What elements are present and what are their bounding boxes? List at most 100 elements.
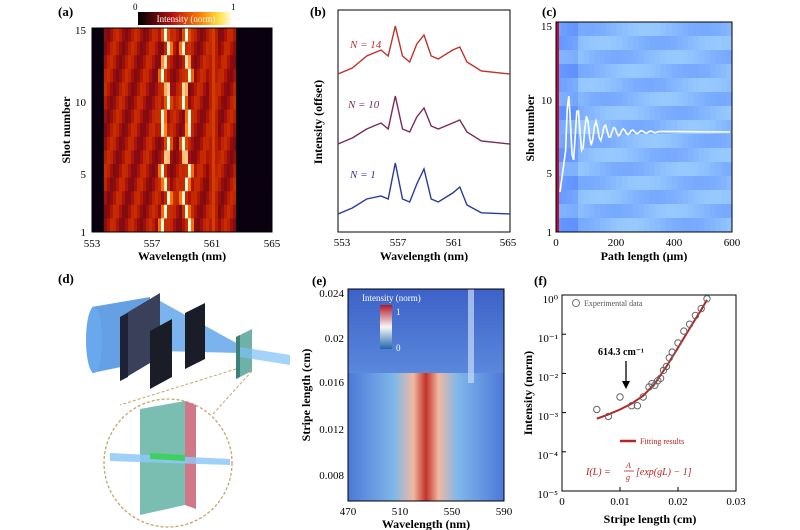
panel-e-cbar-min: 0 — [396, 343, 401, 353]
panel-b-label-n10: N = 10 — [347, 99, 380, 111]
panel-e-ytick-0.008: 0.008 — [319, 470, 344, 482]
panel-e-xticks: 470 510 550 590 — [340, 506, 513, 518]
panel-f-data-point — [703, 295, 711, 303]
panel-a-heatmap — [92, 28, 273, 233]
panel-c-trace — [559, 96, 731, 193]
panel-c-xlabel: Path length (μm) — [601, 249, 688, 262]
panel-b-xtick-565: 565 — [500, 237, 517, 249]
panel-b-series-n1 — [337, 162, 511, 215]
panel-f-ytick-1e-5: 10⁻⁵ — [537, 489, 558, 501]
panel-b-label: (b) — [310, 4, 326, 19]
panel-c-xtick-0: 0 — [553, 237, 559, 249]
panel-f-formula: I(L) = A g [exp(gL) − 1] — [585, 461, 692, 482]
panel-f-xtick-0.03: 0.03 — [726, 496, 746, 508]
optical-setup-illustration — [86, 293, 290, 528]
panel-a-colorbar — [138, 12, 233, 25]
panel-a-xlabel: Wavelength (nm) — [138, 249, 226, 262]
panel-f-yticks: 10⁰ 10⁻¹ 10⁻² 10⁻³ 10⁻⁴ 10⁻⁵ — [537, 294, 558, 501]
panel-c-xtick-600: 600 — [724, 237, 741, 249]
panel-f-data-point — [697, 304, 705, 313]
panel-f-xtick-0.02: 0.02 — [668, 496, 687, 508]
panel-f-ylabel: Intensity (norm) — [522, 351, 535, 435]
panel-e-ytick-0.024: 0.024 — [319, 288, 344, 300]
panel-a-cbar-min: 0 — [133, 2, 138, 12]
panel-f-xtick-0.01: 0.01 — [610, 496, 629, 508]
panel-b: (b) N = 14 N = 10 N = 1 553 557 561 565 … — [310, 4, 517, 262]
panel-e-xtick-550: 550 — [444, 506, 461, 518]
panel-f-ytick-1e-4: 10⁻⁴ — [537, 450, 558, 462]
panel-f-formula-num: A — [625, 461, 631, 470]
panel-f-tick-marks — [561, 294, 737, 492]
panel-a-xticks: 553 557 561 565 — [84, 238, 281, 250]
panel-f-legend-data: Experimental data — [584, 299, 643, 308]
panel-f-data-point — [691, 311, 700, 320]
panel-f-data-point — [674, 339, 682, 347]
panel-e-ytick-0.016: 0.016 — [319, 377, 344, 389]
panel-f-ytick-1e-1: 10⁻¹ — [538, 333, 558, 345]
panel-a-yticks: 1 5 10 15 — [75, 25, 87, 239]
panel-f-label: (f) — [534, 273, 547, 288]
panel-b-ylabel: Intensity (offset) — [311, 80, 325, 164]
panel-a-ytick-10: 10 — [75, 97, 87, 109]
panel-e-cbar-max: 1 — [396, 307, 401, 317]
panel-a-label: (a) — [58, 4, 73, 19]
panel-d-label: (d) — [58, 271, 74, 286]
panel-f-data-points — [593, 295, 711, 421]
panel-b-xtick-561: 561 — [446, 237, 463, 249]
panel-a-ylabel: Shot number — [59, 96, 73, 164]
panel-c-ylabel: Shot number — [523, 94, 537, 162]
panel-f-ytick-1e0: 10⁰ — [543, 294, 559, 306]
panel-a-ytick-5: 5 — [81, 169, 87, 181]
panel-e-ytick-0.012: 0.012 — [319, 424, 344, 436]
panel-f: (f) 10⁰ 10⁻¹ 10⁻² 10⁻³ 10⁻⁴ 10⁻⁵ 0 0.01 … — [522, 273, 746, 526]
panel-f-data-point — [639, 393, 647, 401]
panel-f-xticks: 0 0.01 0.02 0.03 — [559, 496, 746, 508]
panel-e-xlabel: Wavelength (nm) — [382, 517, 470, 530]
panel-e: (e) Intensity (norm) 1 0 0.008 0.012 0.0… — [300, 273, 513, 530]
panel-c-ytick-10: 10 — [541, 95, 553, 107]
panel-f-data-point — [665, 354, 674, 362]
panel-f-ytick-1e-2: 10⁻² — [538, 372, 559, 384]
panel-e-ylabel: Stripe length (cm) — [300, 349, 313, 442]
panel-e-xtick-470: 470 — [340, 506, 357, 518]
panel-e-label: (e) — [312, 273, 326, 288]
panel-f-formula-den: g — [626, 473, 630, 482]
panel-f-xlabel: Stripe length (cm) — [604, 512, 697, 526]
panel-a-ytick-1: 1 — [81, 227, 87, 239]
panel-a-cbar-max: 1 — [231, 2, 236, 12]
panel-b-xlabel: Wavelength (nm) — [380, 249, 468, 262]
panel-b-label-n1: N = 1 — [349, 169, 376, 181]
panel-e-colorbar — [380, 305, 392, 349]
panel-f-data-point — [662, 362, 671, 371]
panel-b-xtick-553: 553 — [334, 237, 351, 249]
panel-b-label-n14: N = 14 — [349, 39, 382, 51]
panel-c-ytick-15: 15 — [541, 21, 553, 33]
panel-b-xticks: 553 557 561 565 — [334, 237, 517, 249]
panel-f-data-point — [685, 320, 694, 328]
panel-f-legend-data-marker — [572, 299, 580, 307]
panel-e-ytick-0.02: 0.02 — [325, 333, 344, 345]
panel-f-annotation: 614.3 cm⁻¹ — [598, 347, 644, 358]
panel-a-xtick-557: 557 — [144, 238, 161, 250]
panel-f-data-point — [627, 402, 636, 410]
panel-a-ytick-15: 15 — [75, 25, 87, 37]
panel-e-xtick-590: 590 — [496, 506, 513, 518]
panel-c-label: (c) — [542, 4, 556, 19]
panel-e-cbar-title: Intensity (norm) — [362, 293, 421, 303]
panel-f-formula-rhs: [exp(gL) − 1] — [636, 467, 692, 478]
panel-a-xtick-561: 561 — [204, 238, 221, 250]
panel-f-legend-fit: Fitting results — [640, 437, 684, 446]
panel-f-formula-lhs: I(L) = — [585, 467, 611, 478]
panel-c-ytick-1: 1 — [547, 227, 553, 239]
panel-a: (a) 0 Intensity (norm) 1 1 5 10 15 553 5… — [58, 2, 281, 262]
panel-f-xtick-0: 0 — [559, 496, 565, 508]
panel-a-cbar-title: Intensity (norm) — [157, 14, 216, 24]
panel-f-data-point — [604, 412, 613, 421]
panel-b-xtick-557: 557 — [390, 237, 407, 249]
panel-f-data-point — [616, 393, 624, 401]
panel-f-data-point — [593, 405, 601, 414]
panel-a-xtick-553: 553 — [84, 238, 101, 250]
panel-f-data-point — [668, 348, 676, 356]
panel-c-xtick-400: 400 — [666, 237, 683, 249]
panel-b-series-n14 — [337, 25, 511, 75]
